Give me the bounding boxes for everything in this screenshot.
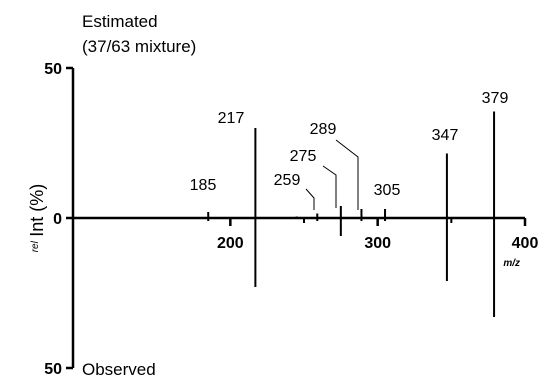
peak-labels: 185 217 259 275 289 305 347 379 — [190, 90, 509, 199]
peak-label-379: 379 — [482, 90, 509, 107]
y-tick-label-top: 50 — [44, 61, 62, 78]
y-axis-title-superscript: rel — [30, 240, 41, 252]
peak-label-289: 289 — [310, 121, 337, 138]
observed-panel-label: Observed — [82, 360, 156, 378]
x-axis-ticks: 200 300 400 — [217, 218, 538, 252]
x-tick-label-0: 200 — [217, 235, 244, 252]
peak-label-leaders — [305, 139, 359, 210]
leader-289 — [335, 139, 359, 210]
y-tick-label-zero: 0 — [53, 211, 62, 228]
spectrum-peaks — [207, 111, 496, 317]
peak-label-347: 347 — [432, 127, 459, 144]
estimated-panel-label: Estimated — [82, 12, 158, 31]
peak-label-185: 185 — [190, 177, 217, 194]
peak-label-305: 305 — [374, 182, 401, 199]
y-tick-label-bottom: 50 — [44, 361, 62, 378]
estimated-panel-sublabel: (37/63 mixture) — [82, 37, 196, 56]
leader-275 — [322, 165, 337, 208]
y-axis-title: rel Int (%) — [25, 184, 47, 253]
peak-label-259: 259 — [274, 172, 301, 189]
peak-label-217: 217 — [218, 110, 245, 127]
x-tick-label-2: 400 — [512, 235, 539, 252]
x-tick-label-1: 300 — [364, 235, 391, 252]
y-axis-title-main: Int (%) — [27, 184, 47, 237]
svg-text:rel Int (%): rel Int (%) — [25, 184, 47, 253]
x-axis-title: m/z — [503, 258, 520, 269]
peak-label-275: 275 — [290, 148, 317, 165]
leader-259 — [305, 188, 315, 210]
